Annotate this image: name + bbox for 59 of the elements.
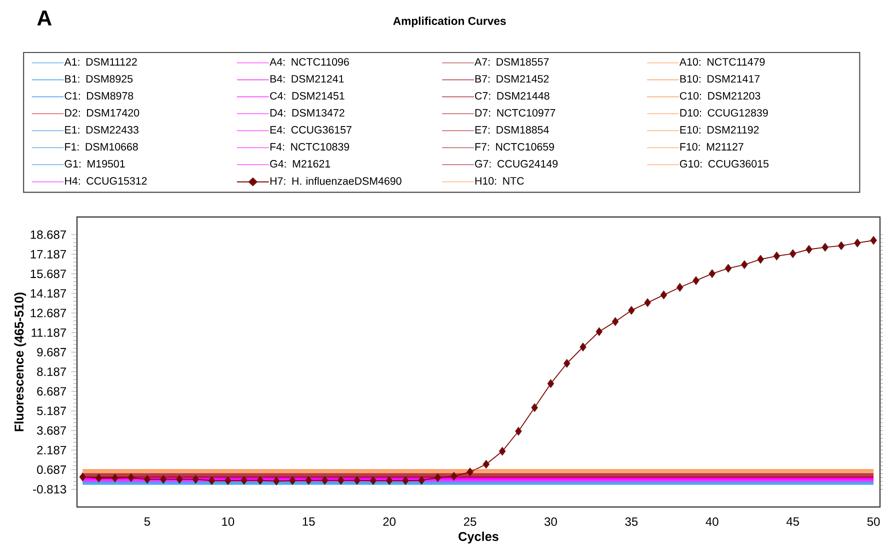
- legend-label: C4: DSM21451: [270, 92, 344, 100]
- legend-label: E4: CCUG36157: [270, 126, 352, 134]
- legend-label: H10: NTC: [475, 177, 524, 185]
- x-tick-label: 5: [144, 517, 150, 526]
- legend-label: B7: DSM21452: [475, 75, 549, 83]
- legend-label: A4: NCTC11096: [270, 58, 349, 66]
- legend-label: B4: DSM21241: [270, 75, 344, 83]
- legend-label: A1: DSM11122: [64, 58, 137, 66]
- legend-label: A7: DSM18557: [474, 58, 549, 66]
- chart-title: Amplification Curves: [393, 16, 506, 28]
- x-tick-label: 40: [706, 517, 718, 526]
- y-tick-label: 3.687: [37, 426, 66, 435]
- legend-label: E10: DSM21192: [680, 126, 759, 134]
- legend-label: D4: DSM13472: [270, 109, 344, 117]
- x-tick-label: 30: [544, 517, 557, 526]
- y-axis-title: Fluorescence (465-510): [14, 292, 26, 432]
- legend-label: H7: H. influenzaeDSM4690: [270, 176, 402, 185]
- y-tick-label: 2.187: [37, 446, 66, 454]
- x-tick-label: 35: [625, 517, 638, 526]
- y-tick-label: 11.187: [32, 328, 66, 337]
- y-tick-label: 9.687: [37, 348, 66, 356]
- legend-label: E1: DSM22433: [65, 126, 138, 134]
- legend-label: C10: DSM21203: [680, 92, 760, 100]
- y-tick-label: 14.187: [30, 289, 66, 298]
- y-tick-label: 6.687: [37, 387, 66, 396]
- y-tick-label: 18.687: [30, 230, 66, 239]
- legend-label: C7: DSM21448: [475, 92, 550, 100]
- legend-label: F10: M21127: [680, 143, 744, 151]
- text: A: [37, 10, 52, 26]
- legend-label: D7: NCTC10977: [475, 109, 556, 117]
- x-tick-label: 20: [383, 517, 396, 526]
- y-tick-label: 0.687: [37, 465, 66, 474]
- legend-label: G7: CCUG24149: [475, 160, 558, 168]
- legend-label: B10: DSM21417: [680, 75, 760, 83]
- legend-label: E7: DSM18854: [475, 126, 549, 134]
- legend-label: H4: CCUG15312: [65, 177, 147, 185]
- y-tick-label: 5.187: [37, 406, 66, 416]
- x-tick-label: 15: [302, 517, 315, 526]
- legend-label: A10: NCTC11479: [679, 58, 765, 66]
- x-tick-label: 25: [464, 517, 476, 526]
- legend-label: G1: M19501: [64, 160, 125, 168]
- x-axis-title: Cycles: [458, 532, 498, 544]
- y-tick-label: -0.813: [33, 485, 66, 494]
- y-tick-label: 15.687: [30, 270, 66, 278]
- legend-label: D10: CCUG12839: [680, 109, 768, 117]
- x-tick-label: 45: [786, 517, 800, 526]
- legend-label: D2: DSM17420: [65, 109, 140, 117]
- legend-label: B1: DSM8925: [65, 75, 133, 83]
- x-tick-label: 50: [867, 517, 880, 526]
- y-tick-label: 17.187: [30, 250, 66, 258]
- legend-label: G10: CCUG36015: [680, 160, 768, 168]
- legend-label: C1: DSM8978: [64, 92, 134, 100]
- y-tick-label: 12.687: [30, 308, 66, 318]
- legend-label: F4: NCTC10839: [270, 143, 350, 151]
- legend-label: F1: DSM10668: [65, 143, 138, 151]
- y-tick-label: 8.187: [37, 368, 66, 376]
- x-tick-label: 10: [222, 517, 234, 526]
- legend-label: F7: NCTC10659: [475, 143, 554, 151]
- legend-label: G4: M21621: [270, 160, 330, 168]
